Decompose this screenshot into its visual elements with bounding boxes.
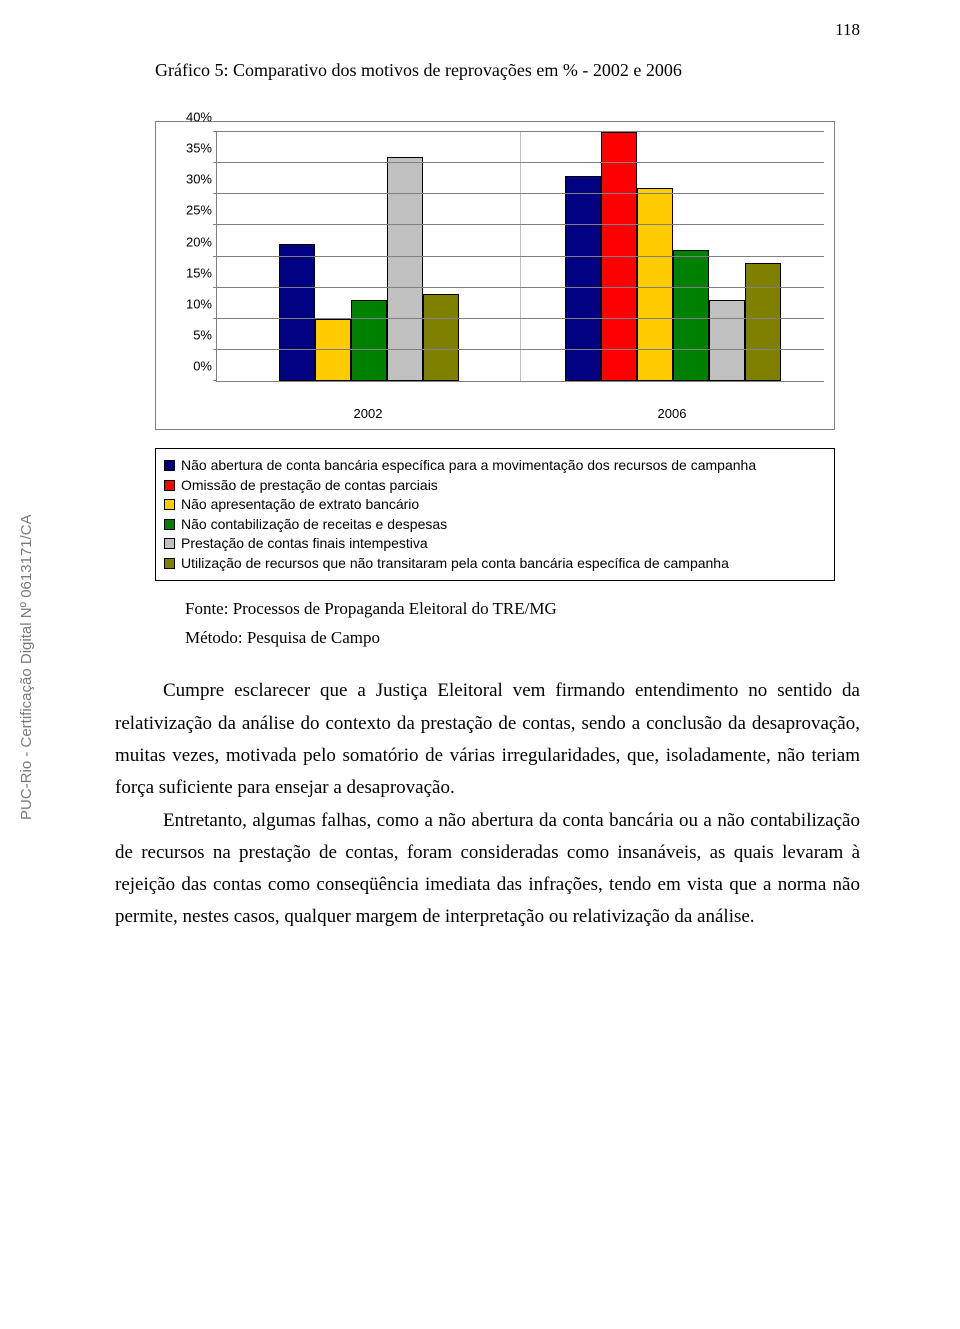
y-tick-label: 30% (162, 172, 212, 187)
y-tickmark (213, 224, 217, 225)
y-tick-label: 10% (162, 296, 212, 311)
y-tick-label: 25% (162, 203, 212, 218)
legend-label: Não apresentação de extrato bancário (181, 496, 419, 514)
certification-label: PUC-Rio - Certificação Digital Nº 061317… (18, 514, 35, 820)
bar (709, 300, 745, 381)
legend-item: Não abertura de conta bancária específic… (164, 457, 824, 475)
legend-label: Prestação de contas finais intempestiva (181, 535, 428, 553)
bar-groups (217, 132, 824, 381)
legend-label: Não contabilização de receitas e despesa… (181, 516, 447, 534)
legend-label: Omissão de prestação de contas parciais (181, 477, 438, 495)
y-tickmark (213, 318, 217, 319)
page: 118 Gráfico 5: Comparativo dos motivos d… (0, 0, 960, 994)
bar (315, 319, 351, 381)
bar-group (217, 132, 520, 381)
y-tick-label: 15% (162, 265, 212, 280)
gridline (217, 224, 824, 225)
legend-swatch (164, 538, 175, 549)
paragraph: Cumpre esclarecer que a Justiça Eleitora… (115, 675, 860, 804)
legend-swatch (164, 558, 175, 569)
y-tickmark (213, 349, 217, 350)
gridline (217, 318, 824, 319)
caption-source: Fonte: Processos de Propaganda Eleitoral… (185, 595, 860, 622)
bar-group (520, 132, 824, 381)
plot-wrap: 0%5%10%15%20%25%30%35%40% (156, 122, 834, 402)
bar (423, 294, 459, 381)
y-tick-label: 20% (162, 234, 212, 249)
bar (745, 263, 781, 381)
legend-label: Não abertura de conta bancária específic… (181, 457, 756, 475)
x-axis-ticks: 20022006 (216, 402, 834, 429)
y-tick-label: 40% (162, 110, 212, 125)
y-tickmark (213, 287, 217, 288)
legend-item: Não contabilização de receitas e despesa… (164, 516, 824, 534)
x-tick-label: 2002 (216, 406, 520, 421)
y-tickmark (213, 380, 217, 381)
legend-swatch (164, 480, 175, 491)
body-text: Cumpre esclarecer que a Justiça Eleitora… (115, 675, 860, 933)
legend-item: Utilização de recursos que não transitar… (164, 555, 824, 573)
bar (351, 300, 387, 381)
legend-swatch (164, 519, 175, 530)
chart-title: Gráfico 5: Comparativo dos motivos de re… (155, 60, 860, 81)
y-tickmark (213, 162, 217, 163)
bar (387, 157, 423, 381)
gridline (217, 131, 824, 132)
bar (637, 188, 673, 381)
y-tickmark (213, 193, 217, 194)
bar (601, 132, 637, 381)
caption-method: Método: Pesquisa de Campo (185, 624, 860, 651)
y-tick-label: 5% (162, 327, 212, 342)
bar (279, 244, 315, 381)
legend-label: Utilização de recursos que não transitar… (181, 555, 729, 573)
y-tick-label: 35% (162, 141, 212, 156)
gridline (217, 256, 824, 257)
legend-item: Omissão de prestação de contas parciais (164, 477, 824, 495)
y-tickmark (213, 256, 217, 257)
y-tickmark (213, 131, 217, 132)
bar (565, 176, 601, 381)
chart-container: 0%5%10%15%20%25%30%35%40% 20022006 (155, 121, 835, 430)
legend-item: Prestação de contas finais intempestiva (164, 535, 824, 553)
chart-legend: Não abertura de conta bancária específic… (155, 448, 835, 581)
y-tick-label: 0% (162, 359, 212, 374)
gridline (217, 349, 824, 350)
gridline (217, 287, 824, 288)
x-tick-label: 2006 (520, 406, 824, 421)
page-number: 118 (835, 20, 860, 40)
legend-swatch (164, 499, 175, 510)
legend-swatch (164, 460, 175, 471)
plot-area: 0%5%10%15%20%25%30%35%40% (216, 132, 824, 382)
gridline (217, 162, 824, 163)
paragraph: Entretanto, algumas falhas, como a não a… (115, 805, 860, 934)
gridline (217, 193, 824, 194)
bar (673, 250, 709, 381)
legend-item: Não apresentação de extrato bancário (164, 496, 824, 514)
